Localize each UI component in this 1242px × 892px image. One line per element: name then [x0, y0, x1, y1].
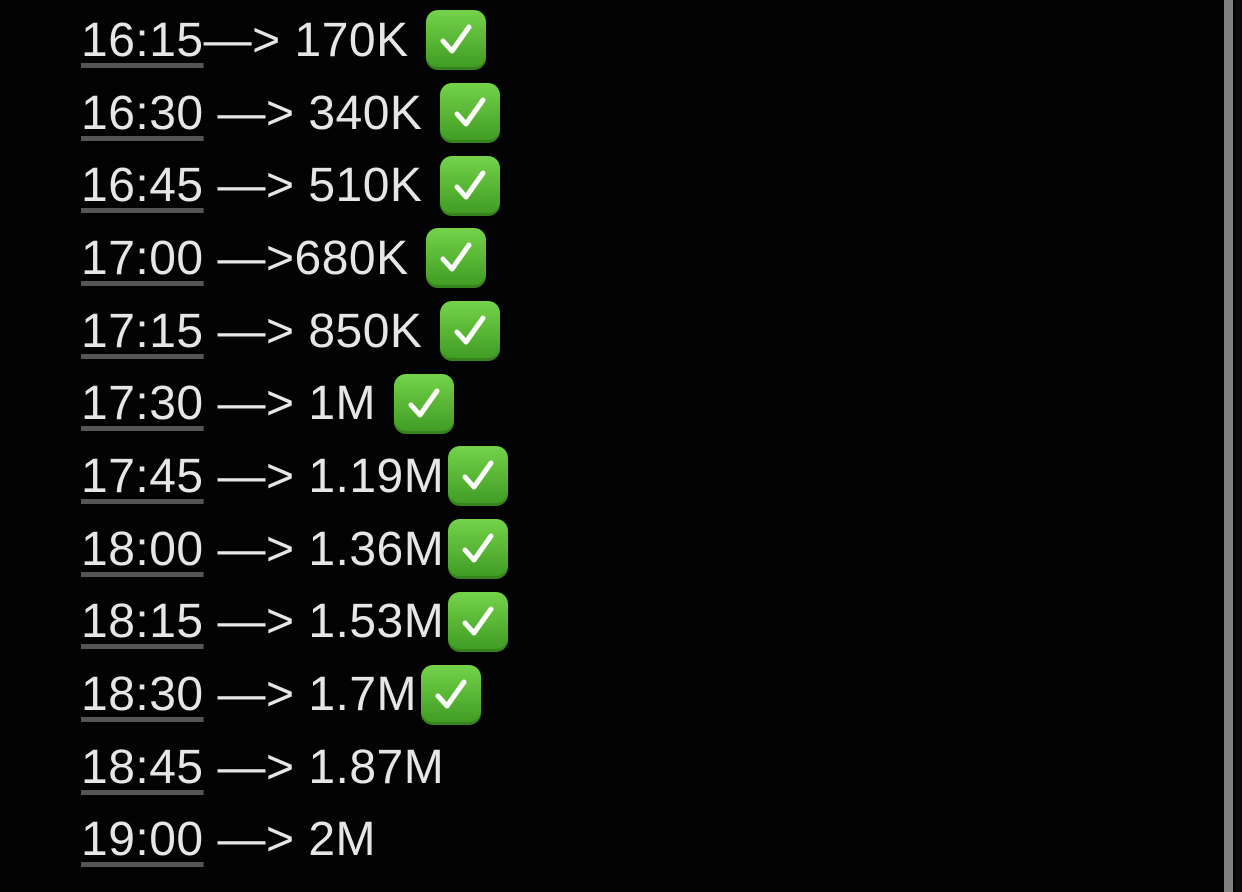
check-mark-icon: [440, 155, 501, 216]
time-link[interactable]: 17:45: [81, 449, 204, 503]
time-link[interactable]: 17:00: [81, 231, 204, 285]
milestone-value: —> 1.36M: [203, 522, 445, 576]
check-mark-icon: [440, 301, 501, 362]
check-mark-icon: [448, 591, 509, 652]
milestone-value: —> 340K: [203, 86, 437, 140]
list-item: 17:30 —> 1M: [81, 367, 508, 440]
milestone-value: —> 850K: [203, 304, 437, 358]
check-mark-icon: [426, 228, 487, 289]
check-mark-icon: [393, 373, 454, 434]
time-link[interactable]: 16:30: [81, 86, 204, 140]
milestone-list: 16:15 —> 170K 16:30 —> 340K 16:45 —> 510K…: [81, 4, 509, 877]
check-mark-icon: [448, 446, 509, 507]
milestone-value: —> 1.7M: [203, 668, 418, 722]
list-item: 16:45 —> 510K: [81, 149, 508, 222]
time-link[interactable]: 18:00: [81, 522, 204, 576]
list-item: 19:00 —> 2M: [81, 804, 508, 877]
milestone-value: —> 1M: [203, 377, 390, 431]
milestone-value: —> 170K: [203, 13, 423, 67]
time-link[interactable]: 17:30: [81, 377, 204, 431]
list-item: 16:15 —> 170K: [81, 4, 508, 77]
milestone-value: —> 1.87M: [203, 740, 445, 794]
time-link[interactable]: 18:45: [81, 740, 204, 794]
list-item: 17:45 —> 1.19M: [81, 440, 509, 513]
window-edge: [1236, 0, 1242, 892]
list-item: 18:15 —> 1.53M: [81, 586, 509, 659]
list-item: 16:30 —> 340K: [81, 77, 508, 150]
milestone-value: —> 1.53M: [203, 595, 445, 649]
time-link[interactable]: 18:30: [81, 668, 204, 722]
milestone-value: —>680K: [203, 231, 423, 285]
time-link[interactable]: 17:15: [81, 304, 204, 358]
milestone-value: —> 2M: [203, 813, 377, 867]
list-item: 17:00 —>680K: [81, 222, 508, 295]
time-link[interactable]: 16:45: [81, 159, 204, 213]
milestone-value: —> 510K: [203, 159, 437, 213]
time-link[interactable]: 16:15: [81, 13, 204, 67]
check-mark-icon: [421, 664, 482, 725]
check-mark-icon: [448, 519, 509, 580]
time-link[interactable]: 18:15: [81, 595, 204, 649]
milestone-value: —> 1.19M: [203, 449, 445, 503]
scrollbar[interactable]: [1224, 0, 1233, 892]
check-mark-icon: [426, 10, 487, 71]
check-mark-icon: [440, 83, 501, 144]
list-item: 18:45 —> 1.87M: [81, 731, 508, 804]
list-item: 18:00 —> 1.36M: [81, 513, 509, 586]
list-item: 17:15 —> 850K: [81, 295, 508, 368]
time-link[interactable]: 19:00: [81, 813, 204, 867]
list-item: 18:30 —> 1.7M: [81, 658, 508, 731]
